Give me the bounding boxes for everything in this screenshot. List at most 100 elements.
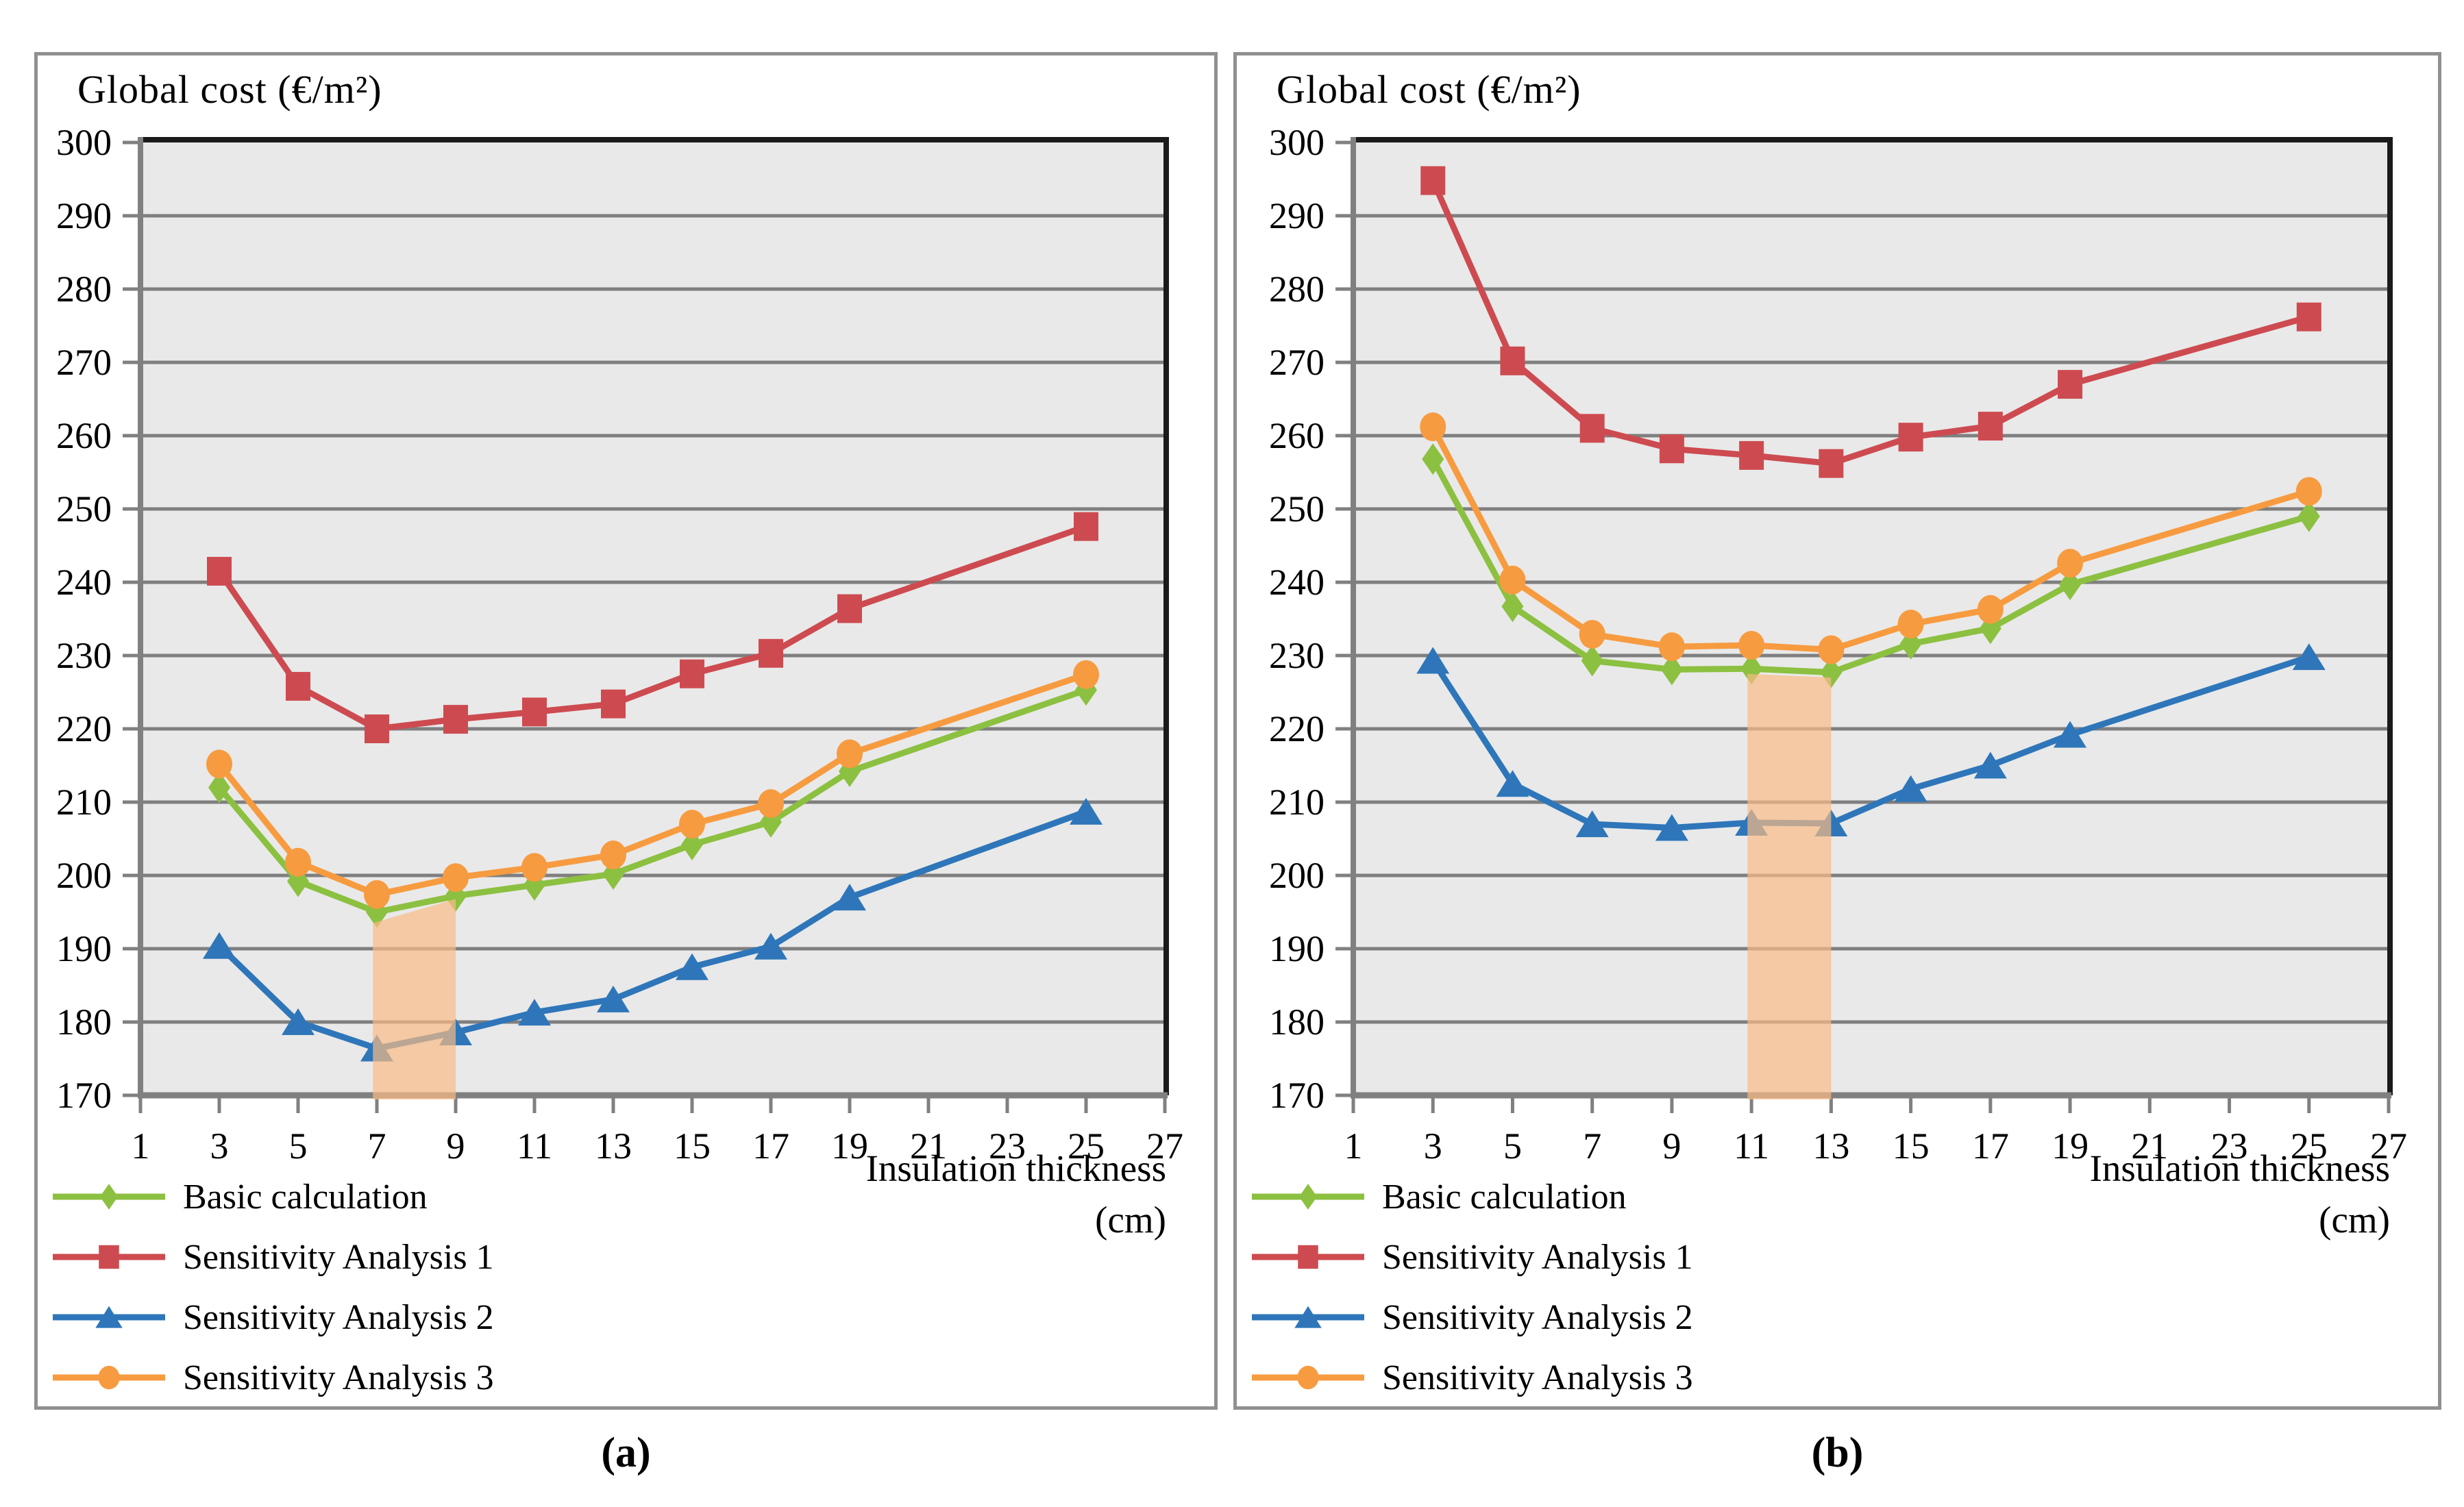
- svg-text:230: 230: [56, 635, 112, 676]
- svg-text:7: 7: [368, 1125, 386, 1167]
- svg-text:15: 15: [674, 1125, 711, 1167]
- x-axis-label: Insulation thickness (cm): [2090, 1143, 2390, 1246]
- legend-swatch-diamond-icon: [53, 1184, 165, 1210]
- plot-svg-b: 170 180 190 200 210 220 230 240 250 260 270 280 290 3…: [1269, 122, 2407, 1167]
- legend-swatch-square-icon: [1252, 1245, 1364, 1269]
- svg-text:19: 19: [2052, 1125, 2089, 1167]
- svg-text:270: 270: [56, 342, 112, 383]
- svg-text:19: 19: [831, 1125, 868, 1167]
- svg-text:200: 200: [1269, 855, 1325, 896]
- svg-text:280: 280: [1269, 269, 1325, 310]
- legend-item: Basic calculation: [50, 1167, 494, 1227]
- chart-panel-b: 170 180 190 200 210 220 230 240 250 260 270 280 290 3…: [1233, 52, 2441, 1410]
- x-axis-label-line2: (cm): [1095, 1198, 1166, 1241]
- svg-text:220: 220: [1269, 708, 1325, 749]
- svg-text:13: 13: [1812, 1125, 1849, 1167]
- svg-text:180: 180: [56, 1001, 112, 1043]
- svg-text:23: 23: [989, 1125, 1026, 1167]
- svg-text:260: 260: [56, 415, 112, 456]
- y-axis-ticks: 170 180 190 200 210 220 230 240 250 260 270 280 290 3…: [1269, 122, 1353, 1116]
- x-axis-label-line1: Insulation thickness: [865, 1147, 1166, 1189]
- svg-text:190: 190: [56, 928, 112, 969]
- legend-swatch-diamond-icon: [1252, 1184, 1364, 1210]
- series-sensitivity-analysis-3: [206, 660, 1099, 909]
- x-axis-label-line2: (cm): [2319, 1198, 2390, 1241]
- svg-text:7: 7: [1583, 1125, 1601, 1167]
- chart-title: Global cost (€/m²): [77, 67, 382, 112]
- legend: Basic calculation Sensitivity Analysis 1 S…: [50, 1167, 494, 1408]
- legend-item: Sensitivity Analysis 1: [1249, 1227, 1693, 1287]
- svg-text:3: 3: [210, 1125, 229, 1167]
- svg-text:11: 11: [1734, 1125, 1769, 1167]
- y-axis-ticks: 170 180 190 200 210 220 230 240 250 260 270 280 290 3…: [56, 122, 140, 1116]
- svg-text:17: 17: [1972, 1125, 2009, 1167]
- series-sensitivity-analysis-1: [1420, 166, 2321, 478]
- svg-text:280: 280: [56, 269, 112, 310]
- legend-item: Sensitivity Analysis 2: [50, 1287, 494, 1347]
- legend-swatch-triangle-icon: [1252, 1306, 1364, 1328]
- chart-panel-a: 170 180 190 200 210 220 230 240 250 260 270 280 290 3…: [34, 52, 1218, 1410]
- x-axis-label: Insulation thickness (cm): [866, 1143, 1166, 1246]
- optimum-highlight-band: [1747, 673, 1832, 1099]
- panel-caption-a: (a): [601, 1430, 651, 1476]
- svg-text:17: 17: [752, 1125, 789, 1167]
- svg-text:21: 21: [910, 1125, 947, 1167]
- svg-text:1: 1: [132, 1125, 150, 1167]
- svg-text:25: 25: [1068, 1125, 1105, 1167]
- legend: Basic calculation Sensitivity Analysis 1 S…: [1249, 1167, 1693, 1408]
- svg-text:210: 210: [1269, 782, 1325, 823]
- legend-swatch-circle-icon: [1252, 1365, 1364, 1390]
- legend-label: Basic calculation: [183, 1177, 428, 1217]
- svg-text:220: 220: [56, 708, 112, 749]
- gridlines: [140, 214, 1165, 1024]
- svg-text:180: 180: [1269, 1001, 1325, 1043]
- legend-label: Sensitivity Analysis 3: [183, 1358, 494, 1397]
- legend-swatch-square-icon: [53, 1245, 165, 1269]
- optimum-highlight-band: [373, 899, 456, 1099]
- svg-text:23: 23: [2211, 1125, 2248, 1167]
- legend-item: Sensitivity Analysis 3: [50, 1347, 494, 1408]
- svg-text:300: 300: [1269, 122, 1325, 163]
- legend-label: Sensitivity Analysis 2: [1382, 1297, 1693, 1337]
- legend-item: Sensitivity Analysis 3: [1249, 1347, 1693, 1408]
- legend-label: Basic calculation: [1382, 1177, 1627, 1217]
- svg-text:250: 250: [56, 488, 112, 530]
- svg-text:5: 5: [289, 1125, 308, 1167]
- legend-label: Sensitivity Analysis 3: [1382, 1358, 1693, 1397]
- series-sensitivity-analysis-3: [1420, 412, 2322, 664]
- svg-text:27: 27: [1146, 1125, 1183, 1167]
- svg-text:170: 170: [56, 1075, 112, 1116]
- plot-area: [1353, 142, 2389, 1095]
- svg-text:170: 170: [1269, 1075, 1325, 1116]
- gridlines: [1353, 214, 2389, 1024]
- svg-text:270: 270: [1269, 342, 1325, 383]
- legend-item: Sensitivity Analysis 2: [1249, 1287, 1693, 1347]
- svg-text:15: 15: [1893, 1125, 1930, 1167]
- svg-text:300: 300: [56, 122, 112, 163]
- legend-swatch-triangle-icon: [53, 1306, 165, 1328]
- series-sensitivity-analysis-1: [207, 512, 1098, 743]
- svg-text:9: 9: [1662, 1125, 1681, 1167]
- svg-text:13: 13: [595, 1125, 632, 1167]
- legend-item: Sensitivity Analysis 1: [50, 1227, 494, 1287]
- svg-text:11: 11: [517, 1125, 552, 1167]
- x-axis-label-line1: Insulation thickness: [2089, 1147, 2390, 1189]
- svg-text:200: 200: [56, 855, 112, 896]
- svg-text:27: 27: [2370, 1125, 2407, 1167]
- svg-text:240: 240: [1269, 562, 1325, 603]
- svg-text:240: 240: [56, 562, 112, 603]
- svg-text:1: 1: [1344, 1125, 1363, 1167]
- svg-text:290: 290: [56, 195, 112, 236]
- legend-label: Sensitivity Analysis 1: [183, 1237, 494, 1277]
- svg-text:210: 210: [56, 782, 112, 823]
- svg-text:3: 3: [1424, 1125, 1442, 1167]
- legend-item: Basic calculation: [1249, 1167, 1693, 1227]
- svg-text:250: 250: [1269, 488, 1325, 530]
- plot-area: [140, 142, 1165, 1095]
- svg-text:190: 190: [1269, 928, 1325, 969]
- svg-text:25: 25: [2291, 1125, 2328, 1167]
- legend-swatch-circle-icon: [53, 1365, 165, 1390]
- chart-title: Global cost (€/m²): [1277, 67, 1581, 112]
- x-axis-ticks: 1 3 5 7 9 11 13 15 17 19 21 23 25 27: [1344, 1095, 2407, 1167]
